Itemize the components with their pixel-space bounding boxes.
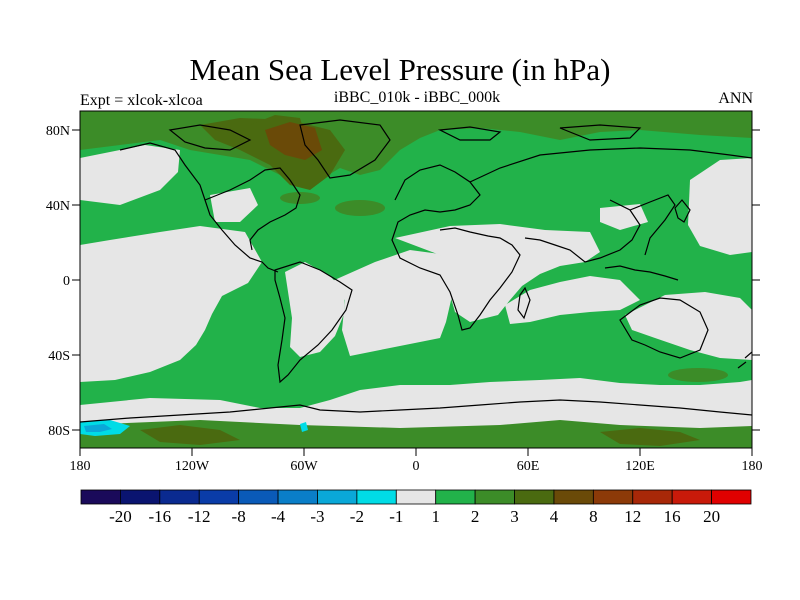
colorbar-label: -4 bbox=[271, 507, 286, 526]
colorbar-label: 12 bbox=[624, 507, 641, 526]
comparison-label: iBBC_010k - iBBC_000k bbox=[333, 89, 501, 106]
x-tick-label: 120E bbox=[625, 459, 655, 474]
x-tick-label: 180 bbox=[742, 459, 763, 474]
colorbar-swatch bbox=[632, 489, 673, 505]
colorbar-label: 8 bbox=[589, 507, 598, 526]
x-tick-marks bbox=[79, 448, 753, 456]
map-title: Mean Sea Level Pressure (in hPa) bbox=[189, 52, 611, 87]
season-label: ANN bbox=[718, 90, 753, 107]
pressure-field bbox=[80, 111, 752, 448]
x-tick-label: 120W bbox=[175, 459, 210, 474]
colorbar-swatch bbox=[553, 489, 594, 505]
colorbar-swatch bbox=[277, 489, 318, 505]
x-tick-label: 60W bbox=[290, 459, 318, 474]
colorbar-swatch bbox=[711, 489, 752, 505]
colorbar-swatch bbox=[120, 489, 161, 505]
colorbar-swatch bbox=[514, 489, 555, 505]
y-tick-label: 80N bbox=[46, 124, 70, 139]
y-tick-label: 80S bbox=[48, 424, 70, 439]
colorbar-label: 16 bbox=[664, 507, 681, 526]
y-tick-label: 0 bbox=[63, 274, 70, 289]
colorbar-swatch bbox=[395, 489, 437, 505]
colorbar: -20 -16 -12 -8 -4 -3 -2 -1 1 2 3 4 8 12 16 20 bbox=[80, 489, 752, 526]
colorbar-label: -12 bbox=[188, 507, 211, 526]
colorbar-swatch bbox=[592, 489, 634, 505]
x-tick-labels: 180 120W 60W 0 60E 120E 180 bbox=[70, 459, 763, 474]
colorbar-swatch bbox=[317, 489, 358, 505]
y-tick-labels: 80N 40N 0 40S 80S bbox=[46, 124, 70, 439]
very-strong-positive-regions bbox=[265, 122, 322, 160]
colorbar-label: -3 bbox=[310, 507, 324, 526]
colorbar-swatch bbox=[356, 489, 397, 505]
x-tick-label: 0 bbox=[413, 459, 420, 474]
y-tick-label: 40N bbox=[46, 199, 70, 214]
colorbar-label: -16 bbox=[148, 507, 171, 526]
colorbar-swatch bbox=[671, 489, 712, 505]
colorbar-label: 1 bbox=[431, 507, 440, 526]
colorbar-label: -2 bbox=[350, 507, 364, 526]
coastlines bbox=[80, 119, 752, 423]
y-tick-label: 40S bbox=[48, 349, 70, 364]
x-tick-label: 60E bbox=[517, 459, 540, 474]
colorbar-label: 20 bbox=[703, 507, 720, 526]
colorbar-swatch bbox=[474, 489, 515, 505]
colorbar-swatch bbox=[198, 489, 240, 505]
colorbar-swatch bbox=[238, 489, 279, 505]
x-tick-label: 180 bbox=[70, 459, 91, 474]
colorbar-label: -8 bbox=[232, 507, 246, 526]
neutral-regions bbox=[80, 145, 752, 448]
colorbar-label: 3 bbox=[510, 507, 519, 526]
strong-negative-regions bbox=[84, 424, 112, 432]
colorbar-swatch bbox=[435, 489, 476, 505]
colorbar-swatch bbox=[159, 489, 200, 505]
colorbar-label: 4 bbox=[550, 507, 559, 526]
y-tick-marks bbox=[72, 129, 760, 431]
colorbar-swatch bbox=[80, 489, 121, 505]
experiment-label: Expt = xlcok-xlcoa bbox=[80, 92, 203, 109]
colorbar-label: 2 bbox=[471, 507, 480, 526]
colorbar-label: -1 bbox=[389, 507, 403, 526]
colorbar-label: -20 bbox=[109, 507, 132, 526]
